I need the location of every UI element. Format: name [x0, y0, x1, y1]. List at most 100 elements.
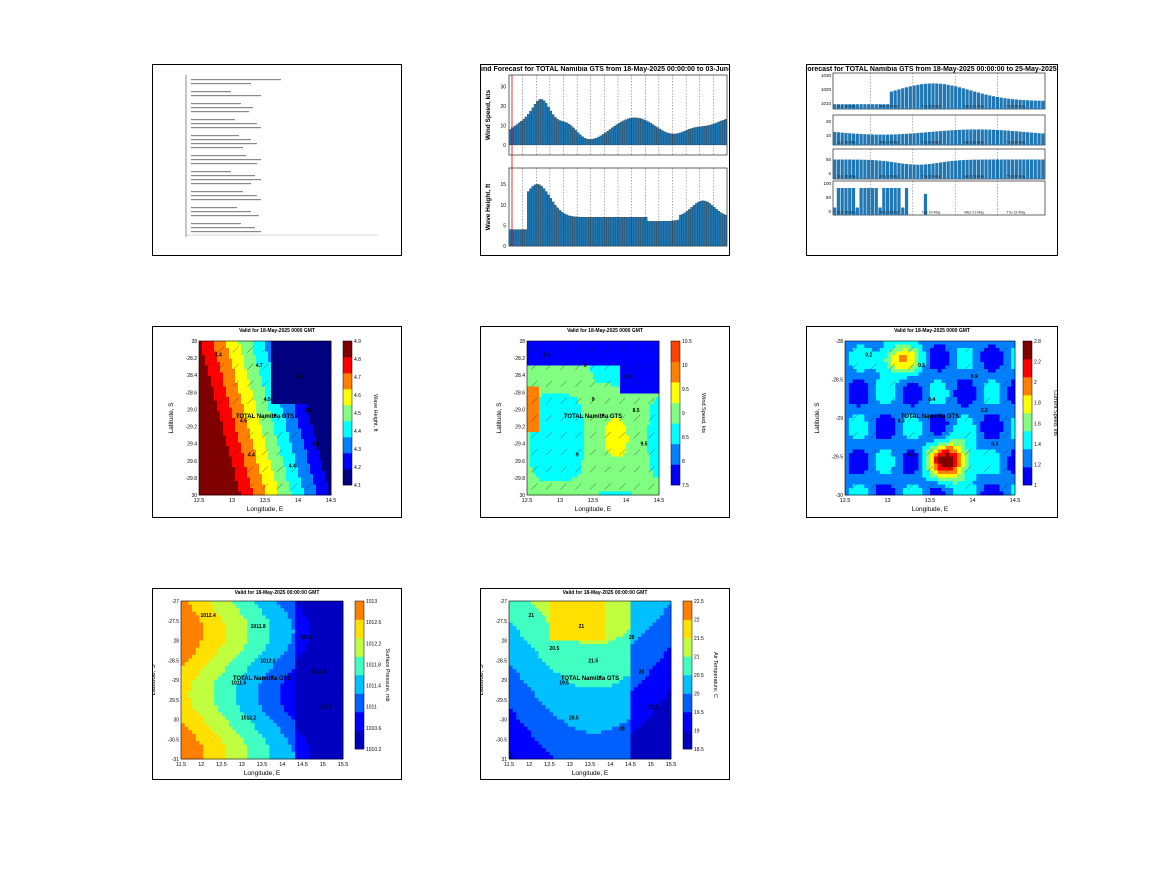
contour-cell: [602, 439, 606, 443]
contour-cell: [635, 355, 639, 359]
wind-bar: [683, 130, 686, 146]
contour-cell: [241, 467, 245, 471]
contour-cell: [641, 435, 645, 440]
contour-cell: [304, 491, 308, 496]
contour-cell: [527, 407, 531, 412]
contour-cell: [274, 488, 278, 492]
contour-cell: [527, 344, 531, 349]
contour-cell: [856, 481, 861, 485]
contour-cell: [313, 477, 317, 482]
contour-cell: [244, 446, 248, 450]
stack-bar: [863, 134, 867, 145]
day-label: Wed 21-May: [964, 211, 984, 215]
contour-cell: [238, 474, 242, 478]
contour-cell: [250, 491, 254, 496]
contour-cell: [530, 460, 534, 464]
contour-cell: [319, 446, 323, 450]
contour-cell: [617, 397, 621, 401]
stack-bar: [939, 83, 943, 109]
contour-cell: [205, 470, 209, 475]
contour-cell: [274, 341, 278, 345]
contour-cell: [581, 421, 585, 426]
vector-arrow: [589, 483, 597, 490]
contour-cell: [620, 428, 624, 433]
contour-cell: [656, 449, 660, 454]
contour-cell: [611, 376, 615, 380]
contour-label: 4.3: [305, 408, 312, 414]
contour-cell: [226, 477, 230, 482]
vector-arrow: [633, 431, 641, 439]
contour-cell: [238, 428, 242, 433]
contour-cell: [262, 488, 266, 492]
contour-cell: [611, 463, 615, 468]
contour-cell: [623, 456, 627, 461]
contour-cell: [322, 439, 326, 443]
contour-cell: [271, 379, 275, 384]
contour-cell: [238, 435, 242, 440]
contour-cell: [283, 344, 287, 349]
contour-cell: [244, 477, 248, 482]
contour-cell: [620, 351, 624, 356]
contour-cell: [647, 428, 651, 433]
contour-cell: [289, 390, 293, 394]
vector-arrow: [276, 449, 283, 456]
contour-cell: [584, 446, 588, 450]
stack-bar: [1003, 159, 1007, 179]
contour-cell: [599, 358, 603, 363]
contour-cell: [596, 463, 600, 468]
vector-arrow: [589, 431, 597, 439]
contour-cell: [262, 460, 266, 464]
contour-cell: [238, 488, 242, 492]
contour-cell: [536, 362, 540, 366]
contour-cell: [274, 383, 278, 387]
wave-bar: [701, 200, 705, 247]
contour-cell: [614, 484, 618, 489]
contour-cell: [590, 404, 594, 408]
contour-cell: [614, 460, 618, 464]
contour-cell: [316, 428, 320, 433]
contour-cell: [548, 376, 552, 380]
contour-cell: [226, 400, 230, 405]
contour-cell: [229, 393, 233, 398]
contour-cell: [226, 439, 230, 443]
stack-bar: [833, 104, 837, 109]
vector-arrow: [545, 346, 553, 353]
contour-cell: [856, 435, 861, 440]
contour-cell: [265, 341, 269, 345]
contour-cell: [617, 379, 621, 384]
contour-cell: [569, 358, 573, 363]
contour-cell: [328, 474, 332, 478]
contour-cell: [286, 449, 290, 454]
contour-cell: [614, 344, 618, 349]
day-label: Sun 18-May: [837, 211, 856, 215]
contour-cell: [599, 463, 603, 468]
contour-cell: [566, 418, 570, 422]
contour-cell: [241, 372, 245, 377]
contour-cell: [316, 372, 320, 377]
contour-cell: [647, 355, 651, 359]
contour-cell: [641, 425, 645, 429]
wave-bar: [622, 217, 625, 247]
contour-cell: [599, 460, 603, 464]
contour-cell: [563, 358, 567, 363]
contour-cell: [554, 470, 558, 475]
contour-cell: [542, 477, 546, 482]
contour-cell: [635, 376, 639, 380]
contour-cell: [214, 428, 218, 433]
contour-cell: [587, 425, 591, 429]
contour-cell: [325, 477, 329, 482]
wind-bar: [570, 125, 573, 146]
contour-cell: [283, 474, 287, 478]
contour-cell: [289, 404, 293, 408]
contour-cell: [208, 404, 212, 408]
contour-cell: [638, 397, 642, 401]
contour-cell: [872, 432, 877, 436]
wind-bar: [549, 110, 553, 146]
contour-cell: [325, 362, 329, 366]
contour-cell: [581, 439, 585, 443]
contour-cell: [313, 435, 317, 440]
vector-arrow: [291, 346, 298, 353]
contour-cell: [202, 481, 206, 485]
contour-cell: [208, 477, 212, 482]
contour-cell: [325, 358, 329, 363]
